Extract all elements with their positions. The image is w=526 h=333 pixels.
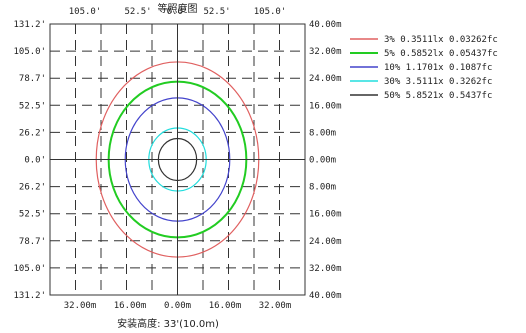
top-tick-label: 52.5' (124, 7, 151, 17)
x-axis-label: 安装高度: 33'(10.0m) (117, 317, 219, 330)
left-tick-label: 52.5' (19, 101, 46, 111)
right-tick-label: 8.00m (309, 128, 336, 138)
right-tick-label: 8.00m (309, 183, 336, 193)
bottom-tick-label: 16.00m (209, 301, 242, 311)
legend-label: 50% 5.8521x 0.5437fc (384, 91, 492, 101)
bottom-tick-label: 32.00m (259, 301, 292, 311)
right-tick-label: 0.00m (309, 156, 336, 166)
left-tick-label: 0.0' (24, 156, 46, 166)
legend: 3% 0.3511lx 0.03262fc 5% 0.5852lx 0.05437… (350, 35, 498, 101)
right-tick-label: 32.00m (309, 47, 342, 57)
left-tick-label: 78.7' (19, 237, 46, 247)
legend-label: 5% 0.5852lx 0.05437fc (384, 49, 498, 59)
legend-label: 10% 1.1701x 0.1087fc (384, 63, 492, 73)
contours (50, 24, 305, 295)
right-tick-label: 24.00m (309, 74, 342, 84)
left-tick-label: 131.2' (13, 20, 46, 30)
right-tick-label: 16.00m (309, 101, 342, 111)
left-tick-label: 78.7' (19, 74, 46, 84)
top-tick-label: 105.0' (254, 7, 287, 17)
top-tick-label: 105.0' (69, 7, 102, 17)
top-tick-label: 52.5' (203, 7, 230, 17)
left-tick-label: 105.0' (13, 264, 46, 274)
left-tick-label: 26.2' (19, 128, 46, 138)
bottom-tick-label: 32.00m (64, 301, 97, 311)
axis-labels: 131.2' 105.0' 78.7' 52.5' 26.2' 0.0' 26.2' 52.5… (13, 2, 341, 311)
right-tick-label: 32.00m (309, 264, 342, 274)
right-tick-label: 40.00m (309, 20, 342, 30)
chart-title: 等照度图 (158, 2, 198, 15)
right-tick-label: 40.00m (309, 291, 342, 301)
legend-label: 3% 0.3511lx 0.03262fc (384, 35, 498, 45)
bottom-tick-label: 0.00m (164, 301, 191, 311)
left-tick-label: 52.5' (19, 210, 46, 220)
top-tick-label: 0.0' (167, 7, 189, 17)
right-tick-label: 24.00m (309, 237, 342, 247)
left-tick-label: 131.2' (13, 291, 46, 301)
left-tick-label: 105.0' (13, 47, 46, 57)
bottom-tick-label: 16.00m (114, 301, 147, 311)
legend-label: 30% 3.5111x 0.3262fc (384, 77, 492, 87)
left-tick-label: 26.2' (19, 183, 46, 193)
right-tick-label: 16.00m (309, 210, 342, 220)
